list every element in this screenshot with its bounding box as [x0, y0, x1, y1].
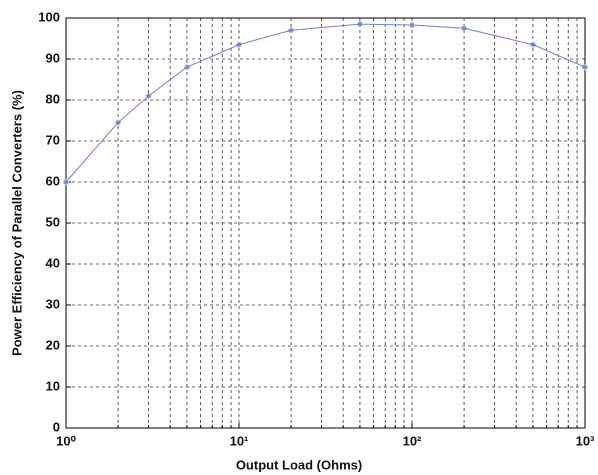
y-tick-label: 40 — [46, 255, 60, 270]
marker — [529, 41, 536, 48]
x-tick-label: 10⁰ — [56, 433, 76, 448]
y-tick-label: 10 — [46, 378, 60, 393]
x-tick-label: 10¹ — [230, 433, 249, 448]
marker — [409, 21, 415, 28]
marker — [236, 41, 242, 48]
marker — [115, 119, 122, 126]
y-tick-label: 80 — [46, 91, 60, 106]
x-tick-label: 10² — [403, 433, 422, 448]
y-tick-label: 30 — [46, 296, 60, 311]
x-tick-label: 10³ — [576, 433, 595, 448]
y-tick-label: 60 — [46, 173, 60, 188]
marker — [356, 21, 363, 28]
x-axis-label: Output Load (Ohms) — [236, 457, 362, 472]
y-tick-label: 0 — [53, 419, 60, 434]
y-tick-label: 90 — [46, 50, 60, 65]
marker — [63, 179, 69, 185]
marker — [288, 27, 295, 34]
y-axis-label: Power Efficiency of Parallel Converters … — [9, 90, 24, 356]
marker — [461, 25, 468, 32]
marker — [582, 64, 588, 71]
y-tick-label: 70 — [46, 132, 60, 147]
y-tick-label: 100 — [38, 9, 60, 24]
marker — [145, 92, 152, 99]
y-tick-label: 50 — [46, 214, 60, 229]
plot-border — [65, 17, 586, 429]
y-tick-label: 20 — [46, 337, 60, 352]
marker — [183, 64, 190, 71]
